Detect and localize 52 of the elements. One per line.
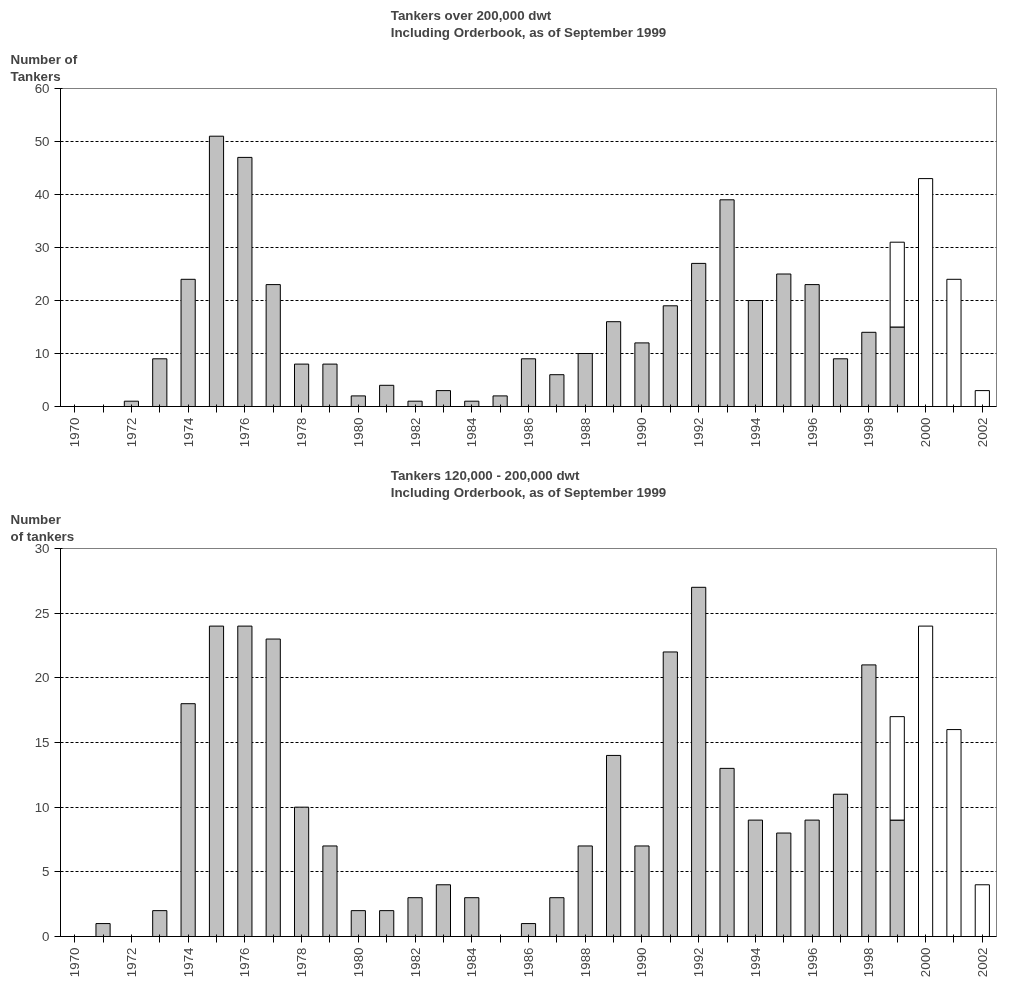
y-tick-label: 0 <box>42 929 50 944</box>
x-tick-label: 1980 <box>350 417 366 448</box>
x-tick-label: 1988 <box>577 947 593 978</box>
y-tick-label: 25 <box>34 605 50 621</box>
y-tick-label: 30 <box>34 541 50 556</box>
x-tick-label: 1980 <box>350 947 366 978</box>
x-tick-label: 1986 <box>521 947 536 978</box>
y-axis-title: Number of tankers <box>10 512 75 544</box>
x-tick-label: 1994 <box>747 416 763 448</box>
x-tick-label: 1992 <box>691 947 707 978</box>
y-axis-title: Number of Tankers <box>10 52 78 84</box>
x-tick-label: 1982 <box>407 947 423 978</box>
x-tick-label: 1996 <box>804 417 820 448</box>
y-tick-label: 0 <box>42 399 50 414</box>
x-tick-label: 1998 <box>861 417 877 448</box>
chart-title: Tankers over 200,000 dwt Including Orderbook, as of September 1999 <box>390 8 667 40</box>
x-tick-label: 1972 <box>123 417 139 448</box>
x-tick-label: 1994 <box>747 946 763 978</box>
y-tick-label: 30 <box>34 240 50 255</box>
x-tick-label: 1998 <box>861 947 877 978</box>
x-tick-label: 2002 <box>974 947 990 978</box>
x-tick-label: 1984 <box>464 946 480 978</box>
y-tick-label: 60 <box>34 81 50 96</box>
x-tick-label: 2002 <box>974 417 990 448</box>
x-tick-label: 1970 <box>67 417 83 448</box>
x-tick-label: 1976 <box>237 947 253 978</box>
y-tick-label: 5 <box>42 864 50 880</box>
x-tick-label: 1978 <box>294 417 310 448</box>
y-tick-label: 10 <box>34 346 50 361</box>
x-tick-label: 2000 <box>918 417 934 448</box>
y-tick-label: 10 <box>34 799 50 815</box>
x-tick-label: 1974 <box>180 946 196 978</box>
x-tick-label: 1990 <box>634 417 650 448</box>
x-tick-label: 1978 <box>294 947 310 978</box>
y-tick-label: 20 <box>34 670 50 686</box>
x-tick-label: 1990 <box>634 947 650 978</box>
x-tick-label: 1984 <box>464 416 480 448</box>
x-tick-label: 1992 <box>691 417 707 448</box>
x-tick-label: 1986 <box>521 417 536 448</box>
y-tick-label: 15 <box>34 735 50 750</box>
y-tick-label: 50 <box>34 134 50 149</box>
x-tick-label: 1982 <box>407 417 423 448</box>
x-tick-label: 1996 <box>804 947 820 978</box>
x-tick-label: 1974 <box>180 416 196 448</box>
x-tick-label: 1972 <box>123 947 139 978</box>
x-tick-label: 1976 <box>237 417 253 448</box>
chart-title: Tankers 120,000 - 200,000 dwt Including Orderbook, as of September 1999 <box>390 468 667 500</box>
y-tick-label: 20 <box>34 293 50 308</box>
x-tick-label: 1988 <box>577 417 593 448</box>
y-tick-label: 40 <box>34 187 50 202</box>
x-tick-label: 2000 <box>918 947 934 978</box>
x-tick-label: 1970 <box>67 947 83 978</box>
